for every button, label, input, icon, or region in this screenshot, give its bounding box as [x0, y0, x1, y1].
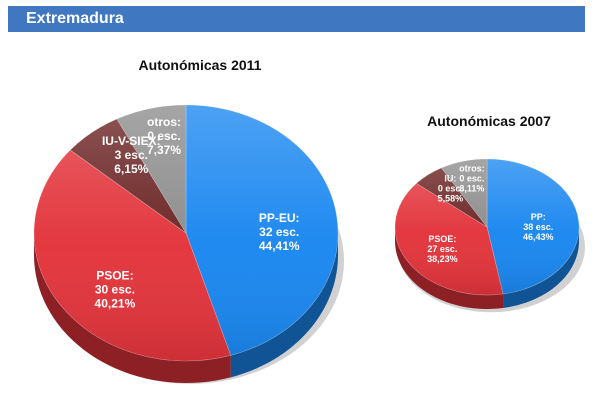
slice-label-seats-2007-1: 27 esc.: [427, 244, 457, 254]
slice-label-percent-2011-2: 6,15%: [114, 162, 148, 176]
slice-label-seats-2007-0: 38 esc.: [523, 222, 553, 232]
slice-label-percent-2011-1: 40,21%: [95, 297, 136, 311]
slice-label-seats-2007-3: 0 esc.: [459, 174, 484, 184]
slice-label-seats-2011-2: 3 esc.: [115, 148, 148, 162]
slice-label-party-2011-2: IU-V-SIEX:: [102, 134, 161, 148]
slice-label-percent-2007-0: 46,43%: [523, 232, 554, 242]
chart-title-2011: Autonómicas 2011: [139, 57, 262, 73]
slice-label-percent-2011-3: 7,37%: [147, 143, 181, 157]
slice-label-seats-2011-3: 0 esc.: [147, 129, 180, 143]
slice-label-percent-2011-0: 44,41%: [259, 239, 300, 253]
slice-label-percent-2007-2: 5,58%: [438, 194, 464, 204]
region-header-bar: Extremadura: [8, 6, 585, 32]
region-title: Extremadura: [26, 10, 124, 27]
slice-label-percent-2007-3: 8,11%: [459, 184, 484, 194]
slice-label-party-2007-3: otros:: [459, 164, 485, 174]
slice-label-party-2007-1: PSOE:: [428, 234, 456, 244]
slice-label-percent-2007-1: 38,23%: [427, 254, 458, 264]
slice-label-seats-2011-1: 30 esc.: [95, 283, 135, 297]
slice-label-seats-2011-0: 32 esc.: [259, 225, 299, 239]
chart-title-2007: Autonómicas 2007: [427, 113, 551, 129]
slice-label-seats-2007-2: 0 esc.: [438, 184, 463, 194]
slice-label-party-2011-0: PP-EU:: [259, 211, 300, 225]
slice-label-party-2007-0: PP:: [531, 212, 546, 222]
slice-label-party-2007-2: IU:: [444, 174, 456, 184]
pie-chart-2011: PP-EU:32 esc.44,41% PSOE:30 esc.40,21% IU-…: [33, 104, 344, 384]
pie-chart-2007: PP:38 esc.46,43% PSOE:27 esc.38,23% IU:0 e…: [394, 158, 585, 313]
slice-label-party-2011-1: PSOE:: [96, 269, 133, 283]
slice-label-party-2011-3: otros:: [147, 115, 181, 129]
